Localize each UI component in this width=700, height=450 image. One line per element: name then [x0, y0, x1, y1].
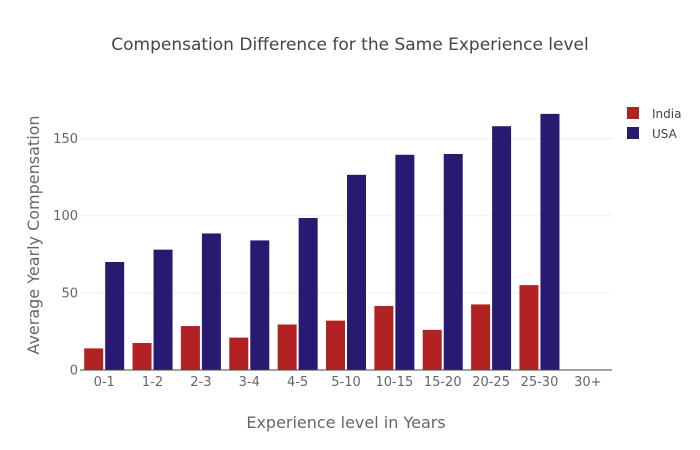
bar-usa-25-30[interactable]: [540, 113, 560, 370]
x-tick-label: 5-10: [331, 375, 361, 390]
y-tick-label: 100: [53, 209, 78, 224]
bar-india-2-3[interactable]: [180, 326, 200, 370]
x-tick-label: 15-20: [424, 375, 462, 390]
legend-item-usa[interactable]: USA: [627, 127, 678, 141]
y-tick-label: 50: [61, 286, 78, 301]
x-tick-label: 3-4: [239, 375, 260, 390]
bar-usa-3-4[interactable]: [250, 240, 270, 370]
bar-usa-10-15[interactable]: [395, 154, 415, 370]
x-tick-label: 20-25: [472, 375, 510, 390]
bar-india-25-30[interactable]: [519, 285, 539, 370]
bar-india-4-5[interactable]: [277, 324, 297, 370]
bar-usa-15-20[interactable]: [443, 154, 463, 370]
bar-usa-2-3[interactable]: [201, 233, 221, 370]
bar-usa-5-10[interactable]: [347, 174, 366, 370]
bar-india-1-2[interactable]: [132, 343, 152, 370]
legend[interactable]: India USA: [627, 107, 681, 141]
y-tick-label: 150: [53, 132, 78, 147]
x-tick-label: 1-2: [142, 375, 163, 390]
bar-usa-4-5[interactable]: [298, 218, 318, 370]
bar-india-20-25[interactable]: [471, 304, 491, 370]
y-tick-labels: 0 50 100 150: [53, 132, 78, 378]
legend-swatch-usa: [627, 127, 639, 139]
bar-india-3-4[interactable]: [229, 337, 249, 370]
legend-item-india[interactable]: India: [627, 107, 681, 121]
bar-india-10-15[interactable]: [374, 305, 394, 370]
x-axis-title: Experience level in Years: [246, 413, 445, 432]
x-tick-label: 30+: [574, 375, 601, 390]
x-tick-label: 4-5: [287, 375, 308, 390]
bars-layer: [84, 113, 560, 370]
x-tick-label: 2-3: [190, 375, 211, 390]
legend-swatch-india: [627, 107, 639, 119]
bar-india-0-1[interactable]: [84, 348, 104, 370]
x-tick-label: 25-30: [521, 375, 559, 390]
bar-usa-0-1[interactable]: [105, 262, 125, 370]
bar-usa-20-25[interactable]: [492, 126, 512, 370]
y-axis-title: Average Yearly Compensation: [24, 115, 43, 354]
bar-india-15-20[interactable]: [422, 329, 442, 370]
chart-title: Compensation Difference for the Same Exp…: [111, 35, 589, 55]
legend-label-usa: USA: [652, 127, 678, 141]
legend-label-india: India: [652, 107, 681, 121]
x-tick-labels: 0-1 1-2 2-3 3-4 4-5 5-10 10-15 15-20 20-25 25-30 3…: [94, 375, 602, 390]
x-tick-label: 0-1: [94, 375, 115, 390]
bar-usa-1-2[interactable]: [153, 249, 173, 370]
bar-india-5-10[interactable]: [326, 320, 345, 370]
x-tick-label: 10-15: [375, 375, 413, 390]
y-tick-label: 0: [70, 364, 78, 379]
